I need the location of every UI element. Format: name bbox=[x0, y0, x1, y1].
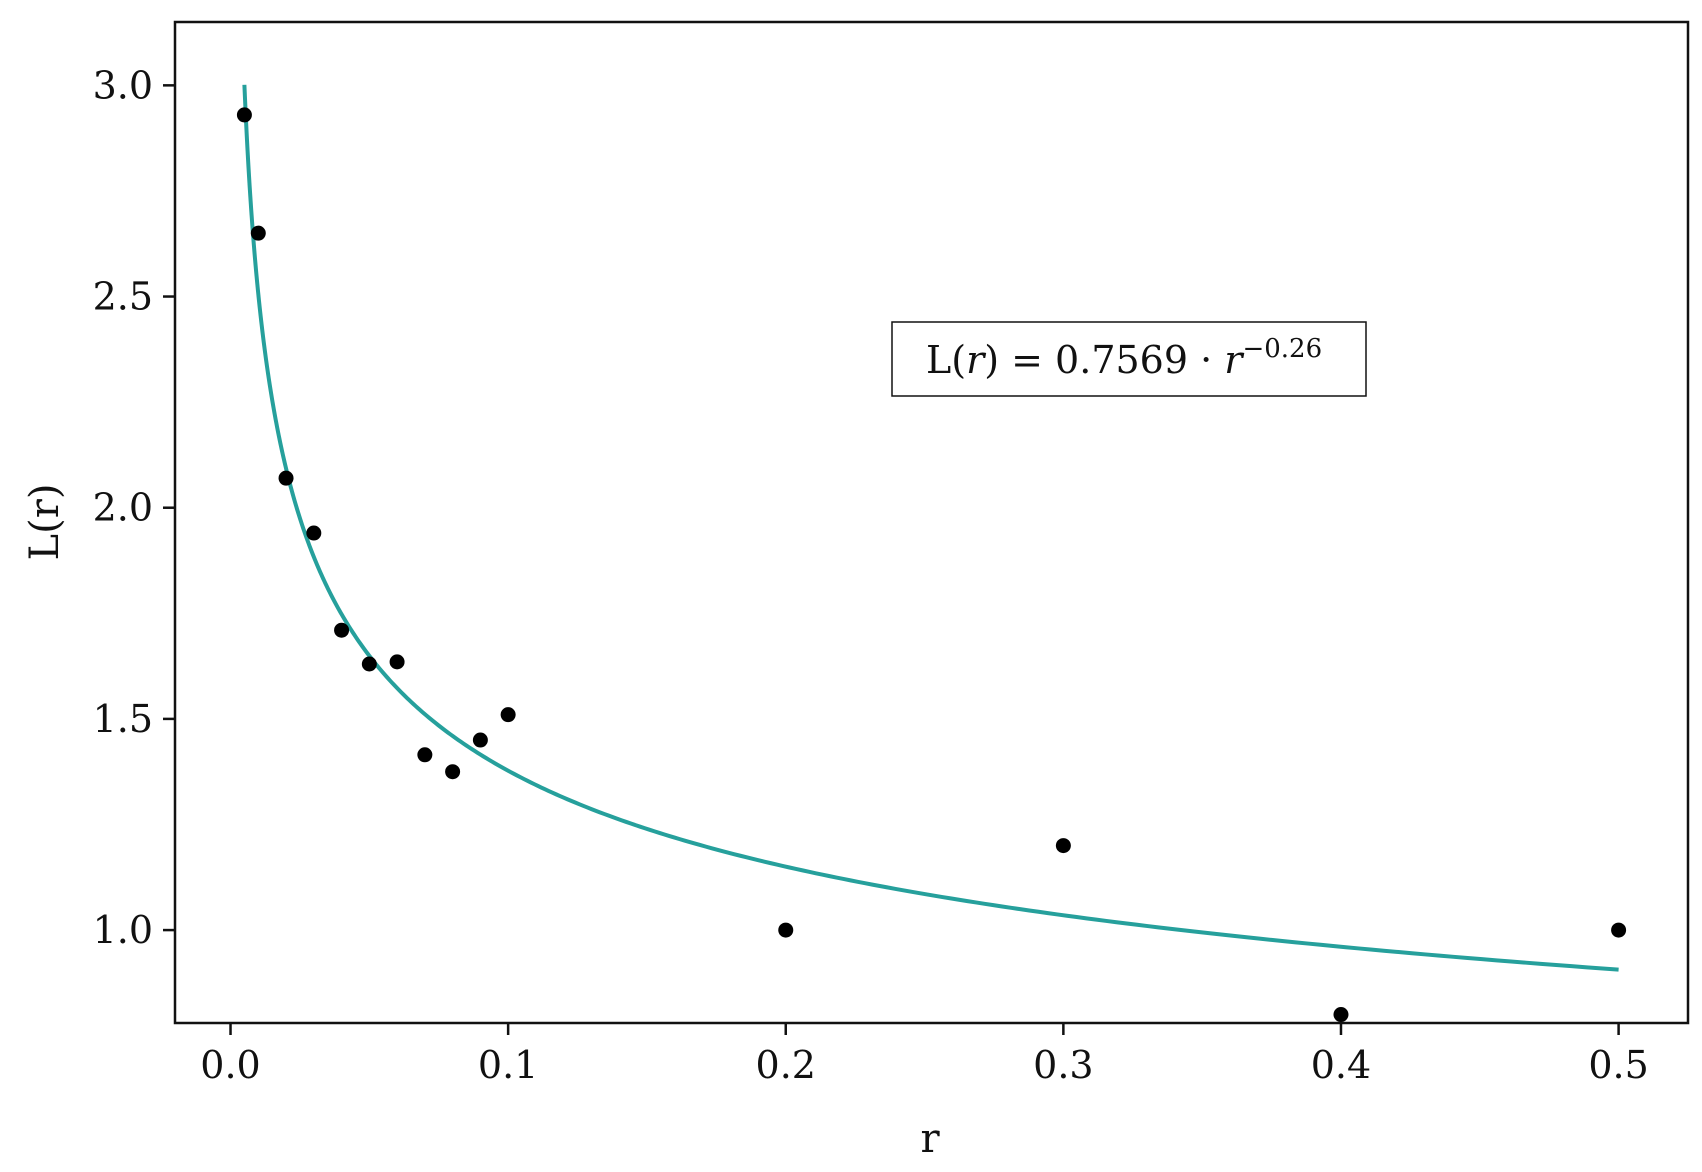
data-point bbox=[389, 654, 405, 670]
plot-frame bbox=[173, 20, 1690, 1025]
data-point bbox=[361, 656, 377, 672]
y-tick-label: 1.0 bbox=[93, 908, 153, 952]
data-point bbox=[278, 470, 294, 486]
x-tick-label: 0.0 bbox=[200, 1043, 260, 1087]
fit-curve bbox=[242, 84, 1619, 972]
fit-equation-legend: L(r) = 0.7569 · r−0.26 bbox=[891, 321, 1367, 397]
y-axis: 1.0 1.5 2.0 2.5 3.0 bbox=[93, 63, 175, 952]
data-point bbox=[250, 225, 266, 241]
x-tick-label: 0.1 bbox=[478, 1043, 538, 1087]
x-axis: 0.0 0.1 0.2 0.3 0.4 0.5 bbox=[200, 1023, 1649, 1087]
legend-equation: L(r) = 0.7569 · r−0.26 bbox=[926, 334, 1322, 382]
y-tick-label: 1.5 bbox=[93, 697, 153, 741]
x-tick-label: 0.3 bbox=[1033, 1043, 1093, 1087]
y-tick-label: 3.0 bbox=[93, 63, 153, 107]
data-point bbox=[1333, 1007, 1349, 1023]
data-point bbox=[306, 525, 322, 541]
y-tick-label: 2.5 bbox=[93, 275, 153, 319]
y-tick-label: 2.0 bbox=[93, 486, 153, 530]
data-point bbox=[500, 707, 516, 723]
data-point bbox=[236, 107, 252, 123]
x-axis-title: r bbox=[920, 1116, 940, 1162]
y-axis-title: L(r) bbox=[22, 484, 68, 561]
data-point bbox=[334, 622, 350, 638]
x-tick-label: 0.2 bbox=[756, 1043, 816, 1087]
data-point bbox=[417, 747, 433, 763]
data-point bbox=[1611, 922, 1627, 938]
x-tick-label: 0.5 bbox=[1588, 1043, 1648, 1087]
data-points bbox=[236, 107, 1627, 1023]
data-point bbox=[472, 732, 488, 748]
legend-box bbox=[891, 321, 1367, 397]
data-point bbox=[778, 922, 794, 938]
data-point bbox=[1055, 838, 1071, 854]
x-tick-label: 0.4 bbox=[1311, 1043, 1371, 1087]
data-point bbox=[445, 764, 461, 780]
